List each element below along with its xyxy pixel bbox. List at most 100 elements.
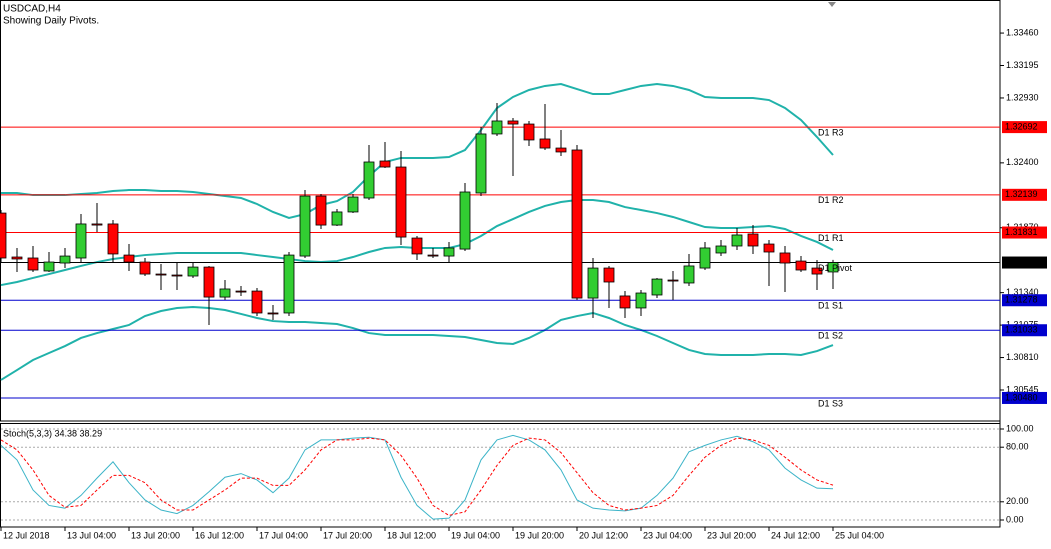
candle-body: [603, 267, 615, 283]
y-tick-label: 80.00: [1006, 442, 1029, 452]
level-name: D1 Pivot: [818, 263, 853, 273]
candle-body: [203, 266, 215, 298]
x-tick-label: 16 Jul 12:00: [195, 530, 244, 540]
candle-body: [443, 247, 455, 257]
level-name: D1 R2: [818, 195, 844, 205]
candle-body: [187, 266, 199, 277]
candle-body: [315, 195, 327, 226]
candle-body: [331, 211, 343, 226]
y-tick-label: 1.33460: [1006, 27, 1039, 37]
y-tick-label: 1.30545: [1006, 384, 1039, 394]
candle-body: [507, 120, 519, 125]
candle-body: [11, 256, 23, 260]
price-box: [1002, 226, 1047, 239]
x-tick-label: 19 Jul 04:00: [451, 530, 500, 540]
candle-body: [171, 274, 183, 277]
candle-body: [763, 243, 775, 253]
candle-body: [571, 149, 583, 299]
price-box: [1002, 256, 1047, 269]
candle-body: [0, 212, 7, 259]
stoch-line: [0, 434, 834, 520]
y-tick-label: 0.00: [1006, 514, 1024, 524]
candle-body: [795, 260, 807, 271]
price-box: [1002, 324, 1047, 337]
candle-body: [731, 234, 743, 247]
level-name: D1 S3: [818, 398, 843, 408]
candle-body: [459, 191, 471, 250]
price-box: [1002, 294, 1047, 307]
x-tick-label: 25 Jul 04:00: [835, 530, 884, 540]
candle-body: [155, 273, 167, 276]
candle-body: [587, 267, 599, 299]
candle-body: [123, 254, 135, 263]
candle-body: [667, 279, 679, 282]
x-tick-label: 19 Jul 20:00: [515, 530, 564, 540]
y-tick-label: 1.33195: [1006, 60, 1039, 70]
y-tick-label: 1.32930: [1006, 92, 1039, 102]
chart-subtitle: Showing Daily Pivots.: [3, 16, 99, 27]
chart-title: USDCAD,H4: [3, 4, 61, 15]
candle-body: [475, 133, 487, 194]
price-label: 1.31831: [1005, 227, 1038, 237]
candle-body: [267, 312, 279, 315]
y-tick-label: 20.00: [1006, 496, 1029, 506]
price-box: [1002, 391, 1047, 404]
y-tick-label: 1.31340: [1006, 287, 1039, 297]
candle-body: [59, 255, 71, 264]
candle-body: [811, 267, 823, 275]
candle-body: [747, 233, 759, 247]
candle-body: [139, 261, 151, 275]
level-name: D1 S1: [818, 301, 843, 311]
price-label: 1.31586: [1005, 257, 1038, 267]
candle-body: [363, 161, 375, 199]
candle-body: [699, 247, 711, 269]
stoch-title: Stoch(5,3,3) 34.38 38.29: [3, 428, 102, 438]
candle-body: [683, 265, 695, 284]
candle-body: [651, 278, 663, 296]
candle-body: [539, 138, 551, 149]
candle-body: [715, 245, 727, 254]
candle-body: [555, 147, 567, 153]
candle-body: [523, 123, 535, 141]
x-tick-label: 24 Jul 12:00: [771, 530, 820, 540]
candle-body: [779, 252, 791, 264]
candle-body: [427, 254, 439, 257]
x-tick-label: 18 Jul 12:00: [387, 530, 436, 540]
candle-body: [299, 195, 311, 257]
candle-body: [411, 237, 423, 255]
price-box: [1002, 121, 1047, 134]
candle-body: [107, 223, 119, 255]
candle-body: [395, 166, 407, 238]
x-tick-label: 17 Jul 20:00: [323, 530, 372, 540]
y-tick-label: 100.00: [1006, 423, 1034, 433]
main-panel: [0, 0, 1001, 422]
price-label: 1.32139: [1005, 189, 1038, 199]
candle-body: [635, 292, 647, 309]
price-label: 1.30480: [1005, 392, 1038, 402]
candle-body: [827, 262, 839, 273]
stoch-line: [0, 437, 834, 516]
candle-body: [619, 295, 631, 309]
x-tick-label: 13 Jul 20:00: [131, 530, 180, 540]
x-tick-label: 23 Jul 04:00: [643, 530, 692, 540]
candle-body: [219, 288, 231, 298]
candle-body: [283, 254, 295, 314]
shift-marker: [828, 2, 836, 7]
candle-body: [27, 257, 39, 271]
x-tick-label: 20 Jul 12:00: [579, 530, 628, 540]
level-name: D1 R1: [818, 233, 844, 243]
candle-body: [347, 196, 359, 213]
candle-body: [75, 223, 87, 259]
price-label: 1.31278: [1005, 295, 1038, 305]
price-label: 1.32692: [1005, 121, 1038, 131]
x-tick-label: 13 Jul 04:00: [67, 530, 116, 540]
candle-body: [379, 160, 391, 168]
x-tick-label: 23 Jul 20:00: [707, 530, 756, 540]
price-box: [1002, 188, 1047, 201]
band-line: [0, 305, 834, 381]
x-tick-label: 12 Jul 2018: [3, 530, 50, 540]
y-tick-label: 1.32400: [1006, 157, 1039, 167]
candle-body: [91, 223, 103, 226]
